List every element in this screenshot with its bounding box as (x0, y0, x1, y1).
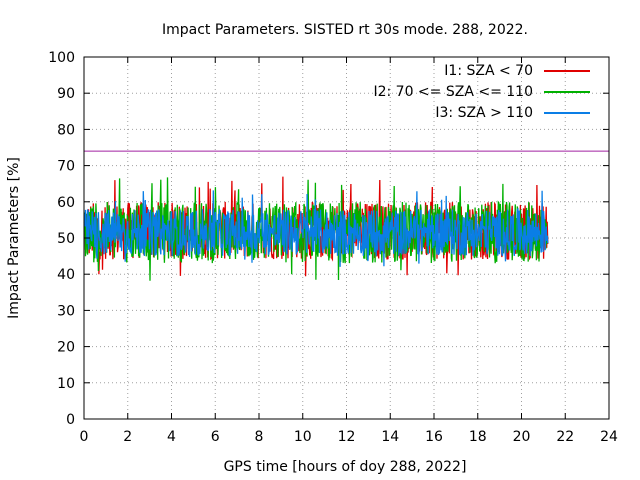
x-tick-label: 20 (513, 429, 531, 445)
x-tick-label: 6 (211, 429, 220, 445)
y-tick-label: 80 (57, 122, 75, 138)
x-tick-label: 16 (425, 429, 443, 445)
x-tick-label: 4 (167, 429, 176, 445)
y-tick-label: 0 (66, 412, 75, 428)
x-tick-label: 10 (294, 429, 312, 445)
x-tick-label: 0 (80, 429, 89, 445)
y-tick-label: 30 (57, 303, 75, 319)
y-tick-label: 100 (48, 50, 75, 66)
y-tick-labels: 0 10 20 30 40 50 60 70 80 90 100 (48, 50, 75, 428)
x-tick-label: 2 (123, 429, 132, 445)
series-layer (83, 176, 549, 281)
ticks (83, 56, 610, 420)
legend-label-3: I3: SZA > 110 (435, 105, 533, 121)
x-tick-label: 24 (600, 429, 618, 445)
chart-title: Impact Parameters. SISTED rt 30s mode. 2… (162, 22, 528, 38)
x-tick-label: 22 (556, 429, 574, 445)
y-tick-label: 90 (57, 86, 75, 102)
y-tick-label: 40 (57, 267, 75, 283)
x-tick-labels: 0 2 4 6 8 10 12 14 16 18 20 22 24 (80, 429, 618, 445)
x-tick-label: 14 (381, 429, 399, 445)
x-tick-label: 8 (255, 429, 264, 445)
legend-label-1: I1: SZA < 70 (444, 63, 533, 79)
y-tick-label: 20 (57, 340, 75, 356)
x-tick-label: 18 (469, 429, 487, 445)
y-tick-label: 10 (57, 376, 75, 392)
y-tick-label: 60 (57, 195, 75, 211)
x-axis-label: GPS time [hours of doy 288, 2022] (224, 459, 467, 475)
x-tick-label: 12 (338, 429, 356, 445)
y-tick-label: 70 (57, 159, 75, 175)
y-tick-label: 50 (57, 231, 75, 247)
y-axis-label: Impact Parameters [%] (6, 157, 22, 319)
legend: I1: SZA < 70 I2: 70 <= SZA <= 110 I3: SZA … (373, 63, 590, 121)
legend-label-2: I2: 70 <= SZA <= 110 (373, 84, 533, 100)
series-line-3 (83, 190, 549, 267)
